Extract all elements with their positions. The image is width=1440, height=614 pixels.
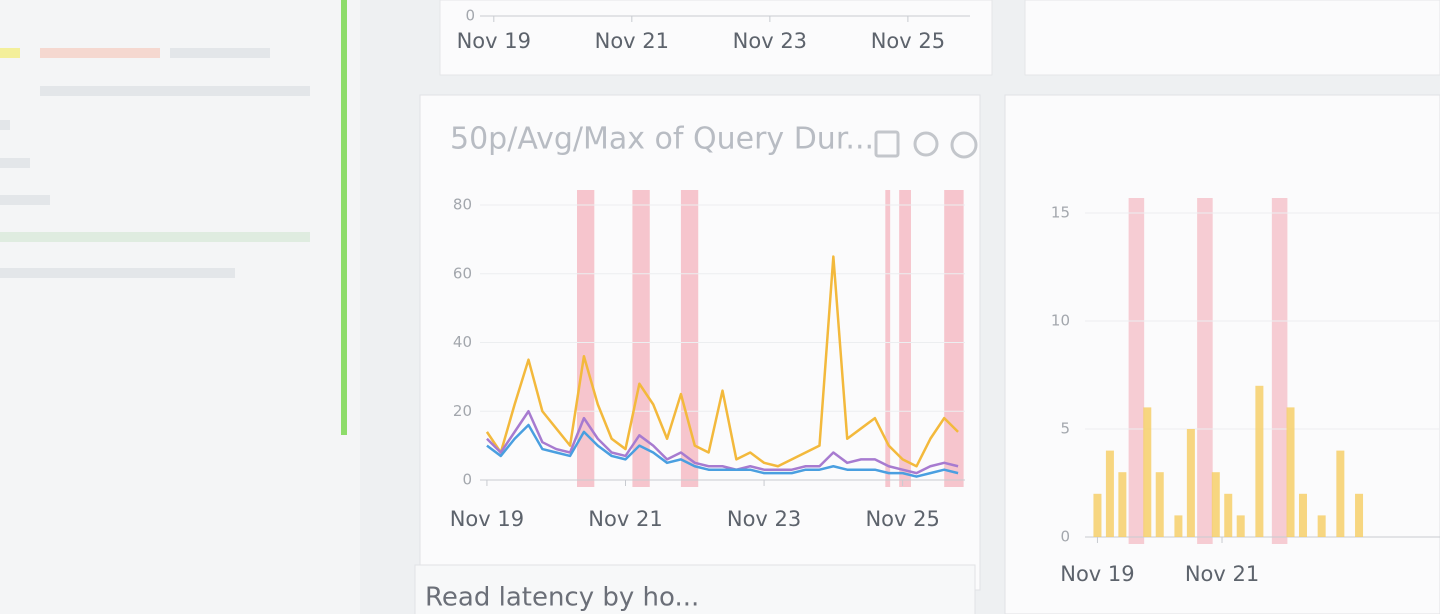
y-tick-label: 15 xyxy=(1051,204,1070,222)
panel-title: Read latency by ho... xyxy=(425,583,699,613)
bar xyxy=(1336,450,1345,537)
panel xyxy=(1024,0,1440,76)
y-tick-label: 80 xyxy=(453,196,472,214)
alert-band xyxy=(899,190,911,487)
x-tick-label: Nov 21 xyxy=(1185,562,1259,586)
panel xyxy=(414,564,976,614)
y-tick-label: 0 xyxy=(1060,528,1070,546)
x-tick-label: Nov 23 xyxy=(727,507,801,531)
x-tick-label: Nov 25 xyxy=(865,507,939,531)
x-tick-label: Nov 21 xyxy=(588,507,662,531)
bar xyxy=(1118,472,1127,537)
alert-band xyxy=(577,190,595,487)
series-line xyxy=(485,255,959,468)
x-tick-label: Nov 19 xyxy=(457,29,531,53)
x-tick-label: Nov 21 xyxy=(595,29,669,53)
alert-band xyxy=(1128,198,1145,544)
x-tick-label: Nov 25 xyxy=(871,29,945,53)
bar xyxy=(1143,407,1152,537)
bar xyxy=(1186,429,1195,537)
alert-band xyxy=(680,190,699,487)
series-line xyxy=(486,410,959,475)
alert-band xyxy=(944,190,964,487)
bar xyxy=(1105,450,1114,537)
bar xyxy=(1286,407,1295,537)
panel-title: 50p/Avg/Max of Query Dur... xyxy=(450,122,874,157)
x-tick-label: Nov 19 xyxy=(1060,562,1134,586)
divider xyxy=(341,0,347,435)
bar xyxy=(1211,472,1220,537)
y-tick-label: 0 xyxy=(462,471,472,489)
x-tick-label: Nov 19 xyxy=(450,507,524,531)
panel-icons[interactable] xyxy=(874,130,978,159)
y-tick-label: 5 xyxy=(1060,420,1070,438)
bar xyxy=(1093,493,1102,537)
bar xyxy=(1317,515,1326,537)
y-tick-label: 60 xyxy=(453,264,472,282)
bar xyxy=(1236,515,1245,537)
y-tick-label: 40 xyxy=(453,333,472,351)
bar xyxy=(1255,385,1264,537)
side-panel xyxy=(0,0,360,614)
bar xyxy=(1155,472,1164,537)
bar xyxy=(1174,515,1183,537)
alert-band xyxy=(632,190,650,487)
alert-band xyxy=(885,190,891,487)
panel xyxy=(1004,94,1440,614)
series-line xyxy=(486,423,959,478)
y-tick-label: 0 xyxy=(465,7,475,25)
bar xyxy=(1224,493,1233,537)
y-tick-label: 20 xyxy=(453,402,472,420)
alert-band xyxy=(1271,198,1288,544)
x-tick-label: Nov 23 xyxy=(733,29,807,53)
y-tick-label: 10 xyxy=(1051,312,1070,330)
bar xyxy=(1355,493,1364,537)
panel xyxy=(439,0,993,76)
code-lines xyxy=(0,48,310,278)
alert-band xyxy=(1197,198,1213,544)
bar xyxy=(1298,493,1307,537)
